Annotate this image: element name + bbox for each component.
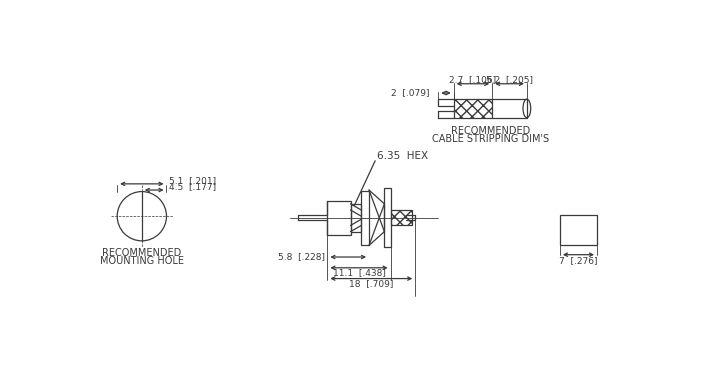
- Ellipse shape: [523, 99, 531, 118]
- Bar: [384, 188, 390, 247]
- Text: 18  [.709]: 18 [.709]: [349, 279, 394, 288]
- Bar: [560, 215, 597, 245]
- Text: CABLE STRIPPING DIM'S: CABLE STRIPPING DIM'S: [432, 134, 549, 144]
- Text: 2.7  [.106]: 2.7 [.106]: [449, 74, 497, 83]
- Text: 7  [.276]: 7 [.276]: [559, 256, 598, 265]
- Text: RECOMMENDED: RECOMMENDED: [451, 126, 530, 136]
- Text: 11.1  [.438]: 11.1 [.438]: [333, 268, 385, 277]
- Text: 5.2  [.205]: 5.2 [.205]: [486, 74, 533, 83]
- Bar: [361, 191, 369, 245]
- Text: 2  [.079]: 2 [.079]: [390, 89, 429, 98]
- Bar: [390, 210, 412, 225]
- Text: RECOMMENDED: RECOMMENDED: [102, 248, 181, 258]
- Bar: [351, 204, 361, 232]
- Text: 6.35  HEX: 6.35 HEX: [377, 151, 428, 161]
- Text: 5.8  [.228]: 5.8 [.228]: [278, 252, 325, 262]
- Text: 4.5  [.177]: 4.5 [.177]: [168, 183, 216, 191]
- Bar: [328, 201, 351, 235]
- Text: 5.1  [.201]: 5.1 [.201]: [168, 176, 216, 185]
- Text: MOUNTING HOLE: MOUNTING HOLE: [100, 256, 184, 266]
- Bar: [454, 99, 492, 118]
